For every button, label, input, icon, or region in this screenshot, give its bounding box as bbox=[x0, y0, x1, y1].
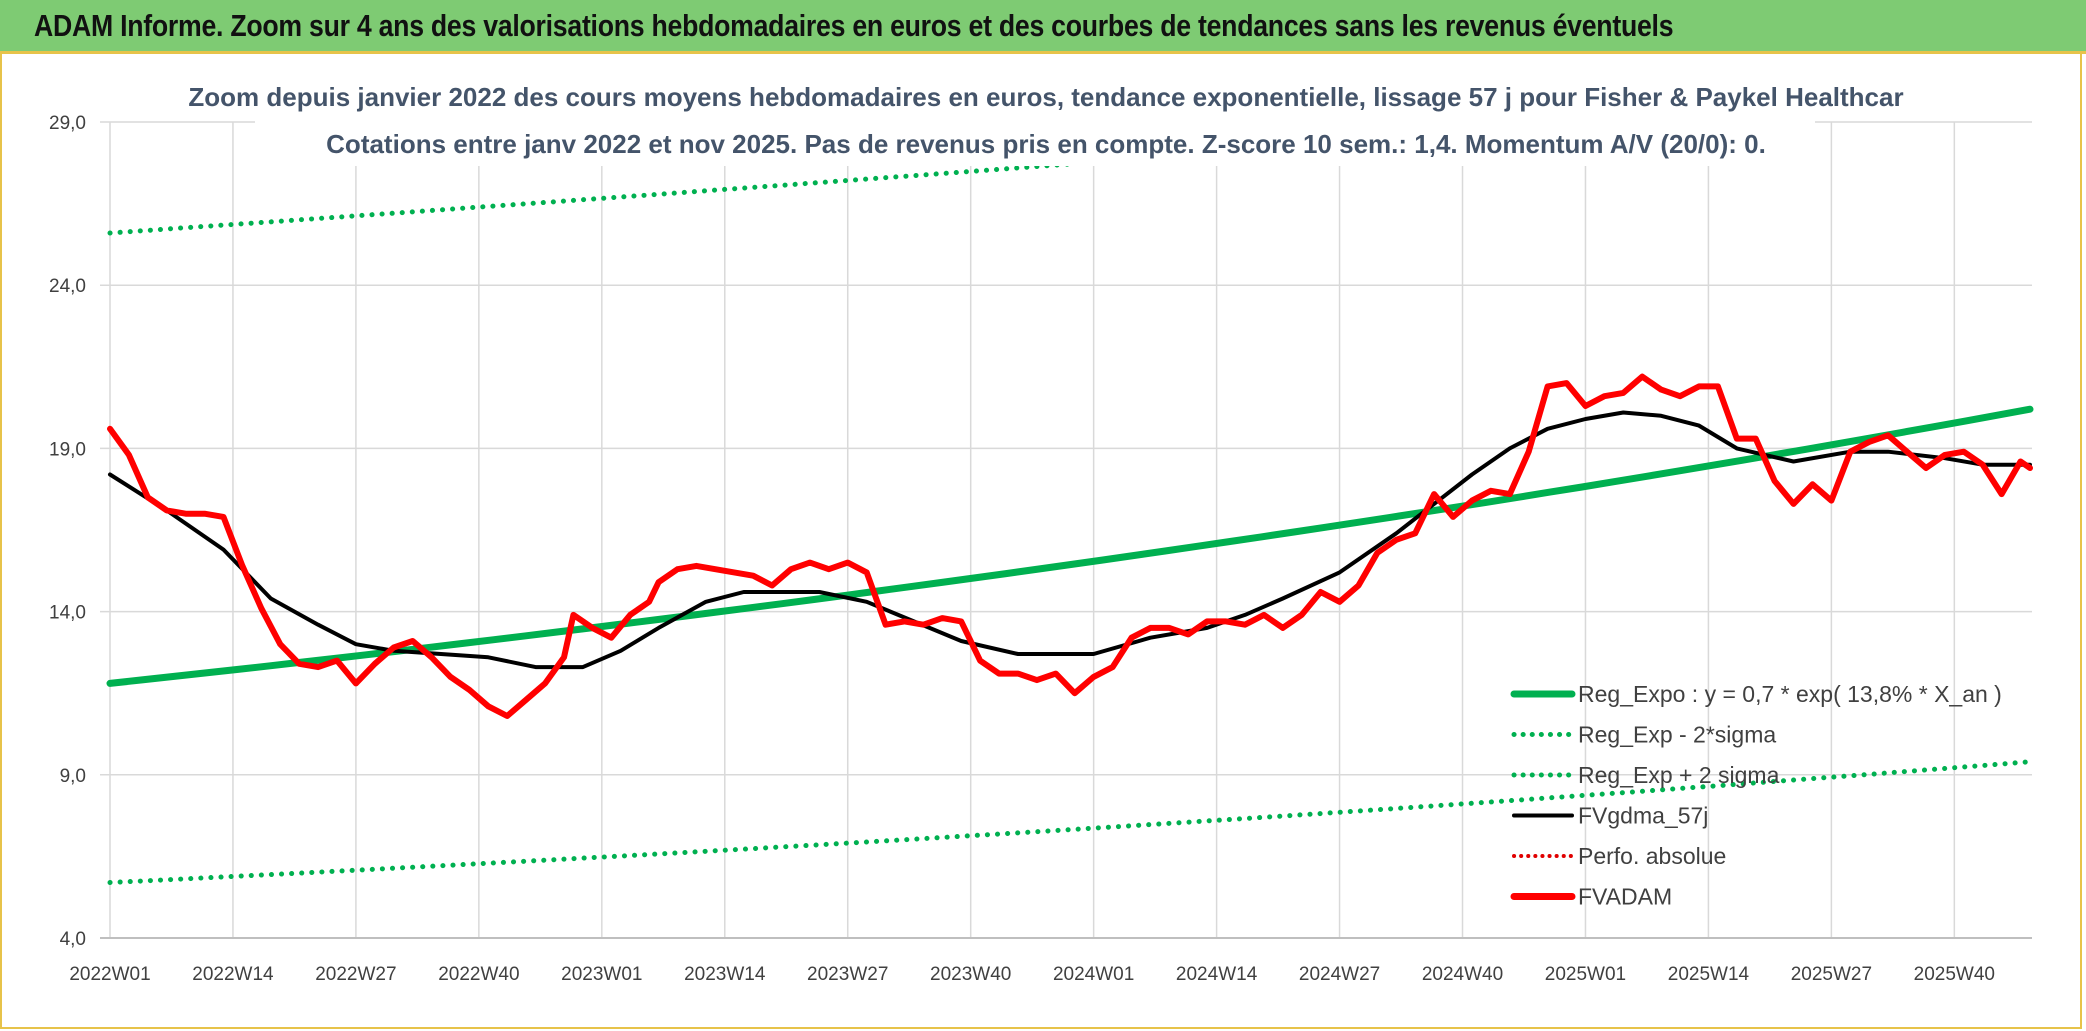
legend: Reg_Expo : y = 0,7 * exp( 13,8% * X_an )… bbox=[1510, 681, 2002, 910]
y-tick-label: 4,0 bbox=[60, 929, 86, 950]
y-tick-label: 14,0 bbox=[49, 603, 86, 624]
series-reg-minus-2sigma bbox=[107, 759, 2033, 885]
x-tick-label: 2024W27 bbox=[1299, 964, 1380, 985]
x-tick-label: 2024W40 bbox=[1422, 964, 1503, 985]
legend-label: Perfo. absolue bbox=[1578, 843, 1726, 869]
series-reg-expo bbox=[106, 405, 2034, 687]
chart-grid bbox=[100, 121, 2032, 939]
x-tick-label: 2023W01 bbox=[561, 964, 642, 985]
legend-label: FVgdma_57j bbox=[1578, 803, 1708, 829]
x-tick-label: 2022W40 bbox=[438, 964, 519, 985]
y-tick-label: 29,0 bbox=[49, 113, 86, 134]
chart-title-line-2: Cotations entre janv 2022 et nov 2025. P… bbox=[326, 129, 1766, 159]
x-tick-label: 2023W27 bbox=[807, 964, 888, 985]
y-axis: 4,0 9,0 14,0 19,0 24,0 29,0 bbox=[49, 113, 86, 950]
x-tick-label: 2024W14 bbox=[1176, 964, 1258, 985]
x-tick-label: 2025W01 bbox=[1545, 964, 1626, 985]
x-tick-label: 2025W40 bbox=[1914, 964, 1995, 985]
x-tick-label: 2022W14 bbox=[192, 964, 274, 985]
x-tick-label: 2022W27 bbox=[315, 964, 396, 985]
series-fvgdma-57j bbox=[108, 410, 2032, 670]
legend-label: Reg_Expo : y = 0,7 * exp( 13,8% * X_an ) bbox=[1578, 681, 2002, 707]
y-tick-label: 24,0 bbox=[49, 276, 86, 297]
chart-title-line-1: Zoom depuis janvier 2022 des cours moyen… bbox=[188, 82, 1903, 112]
legend-label: FVADAM bbox=[1578, 884, 1672, 910]
x-tick-label: 2022W01 bbox=[69, 964, 150, 985]
title-backdrop bbox=[255, 86, 1815, 166]
header-banner: ADAM Informe. Zoom sur 4 ans des valoris… bbox=[0, 0, 2086, 54]
x-tick-label: 2024W01 bbox=[1053, 964, 1134, 985]
y-tick-label: 9,0 bbox=[60, 766, 86, 787]
x-tick-label: 2025W14 bbox=[1668, 964, 1750, 985]
x-tick-label: 2023W40 bbox=[930, 964, 1011, 985]
page-title: ADAM Informe. Zoom sur 4 ans des valoris… bbox=[34, 8, 1674, 43]
x-axis: 2022W01 2022W14 2022W27 2022W40 2023W01 2023W… bbox=[69, 964, 1995, 985]
legend-label: Reg_Exp + 2 sigma bbox=[1578, 762, 1780, 788]
legend-label: Reg_Exp - 2*sigma bbox=[1578, 722, 1776, 748]
series-fvadam bbox=[107, 373, 2033, 719]
chart-frame bbox=[0, 54, 2082, 1029]
x-tick-label: 2023W14 bbox=[684, 964, 766, 985]
y-tick-label: 19,0 bbox=[49, 439, 86, 460]
x-tick-label: 2025W27 bbox=[1791, 964, 1872, 985]
